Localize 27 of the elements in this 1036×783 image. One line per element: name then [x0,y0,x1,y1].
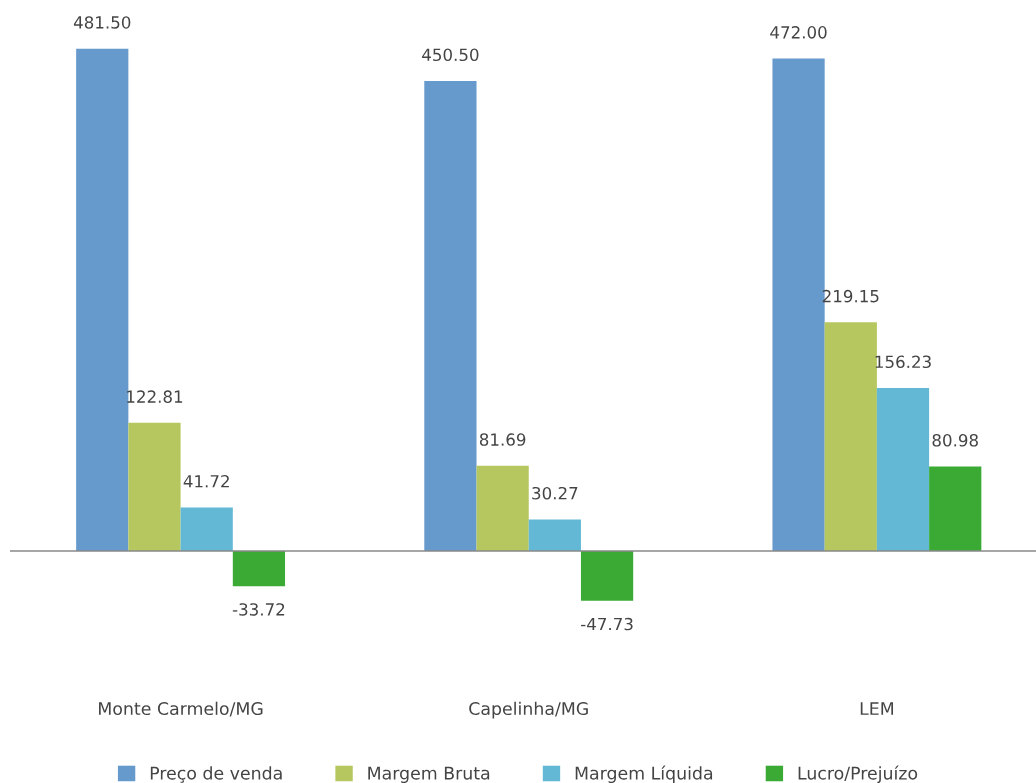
bar [876,387,930,551]
legend-label: Margem Líquida [575,765,713,783]
data-label: -33.72 [232,603,285,616]
data-label: 450.50 [422,48,479,62]
bar [128,422,181,551]
bar [424,80,477,551]
data-label: 80.98 [932,434,978,447]
data-label: 481.50 [73,16,131,29]
bar [929,466,982,551]
bar [476,465,529,551]
legend-label: Preço de venda [150,766,282,783]
data-label: -47.73 [581,617,633,631]
bar [824,322,877,551]
legend-label: Lucro/Prejuízo [798,765,918,783]
legend-label: Margem Bruta [368,766,490,783]
data-label: 81.69 [479,433,526,446]
bar [528,519,581,551]
x-tick-label: LEM [860,702,894,715]
data-label: 30.27 [532,486,578,500]
x-tick-label: Capelinha/MG [469,701,588,719]
data-label: 41.72 [183,474,229,488]
bar [76,48,129,551]
x-tick-label: Monte Carmelo/MG [99,701,263,717]
data-label: 472.00 [770,26,827,39]
bar [232,550,286,587]
bar [580,550,634,601]
bar [180,507,233,551]
